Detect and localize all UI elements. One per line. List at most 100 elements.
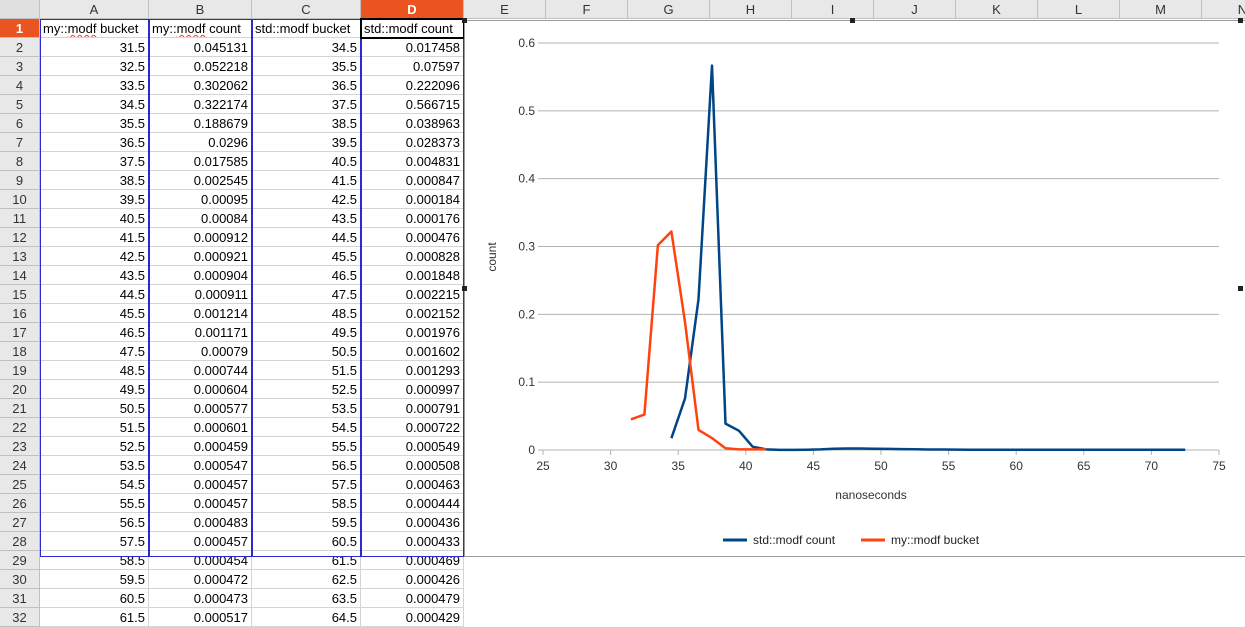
cell-a27[interactable]: 56.5 xyxy=(40,513,149,532)
column-header-d[interactable]: D xyxy=(361,0,464,19)
cell-d14[interactable]: 0.001848 xyxy=(361,266,464,285)
column-header-a[interactable]: A xyxy=(40,0,149,19)
cell-c18[interactable]: 50.5 xyxy=(252,342,361,361)
cell-c14[interactable]: 46.5 xyxy=(252,266,361,285)
chart-resize-handle-ml[interactable] xyxy=(462,286,467,291)
cell-c15[interactable]: 47.5 xyxy=(252,285,361,304)
cell-d5[interactable]: 0.566715 xyxy=(361,95,464,114)
cell-c23[interactable]: 55.5 xyxy=(252,437,361,456)
row-header-1[interactable]: 1 xyxy=(0,19,40,38)
cell-a5[interactable]: 34.5 xyxy=(40,95,149,114)
cell-b11[interactable]: 0.00084 xyxy=(149,209,252,228)
column-header-b[interactable]: B xyxy=(149,0,252,19)
chart-resize-handle-tl[interactable] xyxy=(462,18,467,23)
cell-c10[interactable]: 42.5 xyxy=(252,190,361,209)
cell-b10[interactable]: 0.00095 xyxy=(149,190,252,209)
row-header-21[interactable]: 21 xyxy=(0,399,40,418)
cell-c21[interactable]: 53.5 xyxy=(252,399,361,418)
cell-a1[interactable]: my::modf bucket xyxy=(40,19,149,38)
row-header-28[interactable]: 28 xyxy=(0,532,40,551)
cell-d6[interactable]: 0.038963 xyxy=(361,114,464,133)
cell-a31[interactable]: 60.5 xyxy=(40,589,149,608)
cell-a32[interactable]: 61.5 xyxy=(40,608,149,627)
cell-b23[interactable]: 0.000459 xyxy=(149,437,252,456)
row-header-5[interactable]: 5 xyxy=(0,95,40,114)
row-header-15[interactable]: 15 xyxy=(0,285,40,304)
cell-b6[interactable]: 0.188679 xyxy=(149,114,252,133)
row-header-23[interactable]: 23 xyxy=(0,437,40,456)
cell-c20[interactable]: 52.5 xyxy=(252,380,361,399)
cell-c7[interactable]: 39.5 xyxy=(252,133,361,152)
cell-d3[interactable]: 0.07597 xyxy=(361,57,464,76)
cell-b15[interactable]: 0.000911 xyxy=(149,285,252,304)
cell-b28[interactable]: 0.000457 xyxy=(149,532,252,551)
cell-a23[interactable]: 52.5 xyxy=(40,437,149,456)
cell-b25[interactable]: 0.000457 xyxy=(149,475,252,494)
cell-b32[interactable]: 0.000517 xyxy=(149,608,252,627)
cell-a4[interactable]: 33.5 xyxy=(40,76,149,95)
cell-d10[interactable]: 0.000184 xyxy=(361,190,464,209)
cell-b20[interactable]: 0.000604 xyxy=(149,380,252,399)
cell-d13[interactable]: 0.000828 xyxy=(361,247,464,266)
cell-b16[interactable]: 0.001214 xyxy=(149,304,252,323)
column-header-h[interactable]: H xyxy=(710,0,792,19)
row-header-14[interactable]: 14 xyxy=(0,266,40,285)
cell-c17[interactable]: 49.5 xyxy=(252,323,361,342)
cell-c1[interactable]: std::modf bucket xyxy=(252,19,361,38)
column-header-k[interactable]: K xyxy=(956,0,1038,19)
cell-d19[interactable]: 0.001293 xyxy=(361,361,464,380)
chart-resize-handle-tr[interactable] xyxy=(1238,18,1243,23)
cell-c2[interactable]: 34.5 xyxy=(252,38,361,57)
row-header-26[interactable]: 26 xyxy=(0,494,40,513)
column-header-n[interactable]: N xyxy=(1202,0,1245,19)
cell-d21[interactable]: 0.000791 xyxy=(361,399,464,418)
row-header-25[interactable]: 25 xyxy=(0,475,40,494)
cell-b27[interactable]: 0.000483 xyxy=(149,513,252,532)
row-header-6[interactable]: 6 xyxy=(0,114,40,133)
cell-a12[interactable]: 41.5 xyxy=(40,228,149,247)
cell-d29[interactable]: 0.000469 xyxy=(361,551,464,570)
cell-d9[interactable]: 0.000847 xyxy=(361,171,464,190)
column-header-c[interactable]: C xyxy=(252,0,361,19)
cell-a19[interactable]: 48.5 xyxy=(40,361,149,380)
cell-c29[interactable]: 61.5 xyxy=(252,551,361,570)
row-header-8[interactable]: 8 xyxy=(0,152,40,171)
row-header-18[interactable]: 18 xyxy=(0,342,40,361)
cell-a13[interactable]: 42.5 xyxy=(40,247,149,266)
cell-d4[interactable]: 0.222096 xyxy=(361,76,464,95)
cell-c19[interactable]: 51.5 xyxy=(252,361,361,380)
cell-c13[interactable]: 45.5 xyxy=(252,247,361,266)
cell-c16[interactable]: 48.5 xyxy=(252,304,361,323)
cell-a10[interactable]: 39.5 xyxy=(40,190,149,209)
row-header-11[interactable]: 11 xyxy=(0,209,40,228)
cell-d8[interactable]: 0.004831 xyxy=(361,152,464,171)
cell-a8[interactable]: 37.5 xyxy=(40,152,149,171)
cell-d31[interactable]: 0.000479 xyxy=(361,589,464,608)
cell-a14[interactable]: 43.5 xyxy=(40,266,149,285)
cell-c22[interactable]: 54.5 xyxy=(252,418,361,437)
chart-resize-handle-tm[interactable] xyxy=(850,18,855,23)
cell-d27[interactable]: 0.000436 xyxy=(361,513,464,532)
cell-a29[interactable]: 58.5 xyxy=(40,551,149,570)
cell-d26[interactable]: 0.000444 xyxy=(361,494,464,513)
column-header-j[interactable]: J xyxy=(874,0,956,19)
cell-b12[interactable]: 0.000912 xyxy=(149,228,252,247)
cell-b5[interactable]: 0.322174 xyxy=(149,95,252,114)
cell-d23[interactable]: 0.000549 xyxy=(361,437,464,456)
cell-d12[interactable]: 0.000476 xyxy=(361,228,464,247)
cell-b2[interactable]: 0.045131 xyxy=(149,38,252,57)
cell-c28[interactable]: 60.5 xyxy=(252,532,361,551)
row-header-24[interactable]: 24 xyxy=(0,456,40,475)
cell-c31[interactable]: 63.5 xyxy=(252,589,361,608)
cell-b9[interactable]: 0.002545 xyxy=(149,171,252,190)
cell-a7[interactable]: 36.5 xyxy=(40,133,149,152)
cell-b22[interactable]: 0.000601 xyxy=(149,418,252,437)
cell-d32[interactable]: 0.000429 xyxy=(361,608,464,627)
cell-b8[interactable]: 0.017585 xyxy=(149,152,252,171)
cell-d25[interactable]: 0.000463 xyxy=(361,475,464,494)
cell-b1[interactable]: my::modf count xyxy=(149,19,252,38)
cell-c26[interactable]: 58.5 xyxy=(252,494,361,513)
cell-b26[interactable]: 0.000457 xyxy=(149,494,252,513)
row-header-32[interactable]: 32 xyxy=(0,608,40,627)
cell-c5[interactable]: 37.5 xyxy=(252,95,361,114)
